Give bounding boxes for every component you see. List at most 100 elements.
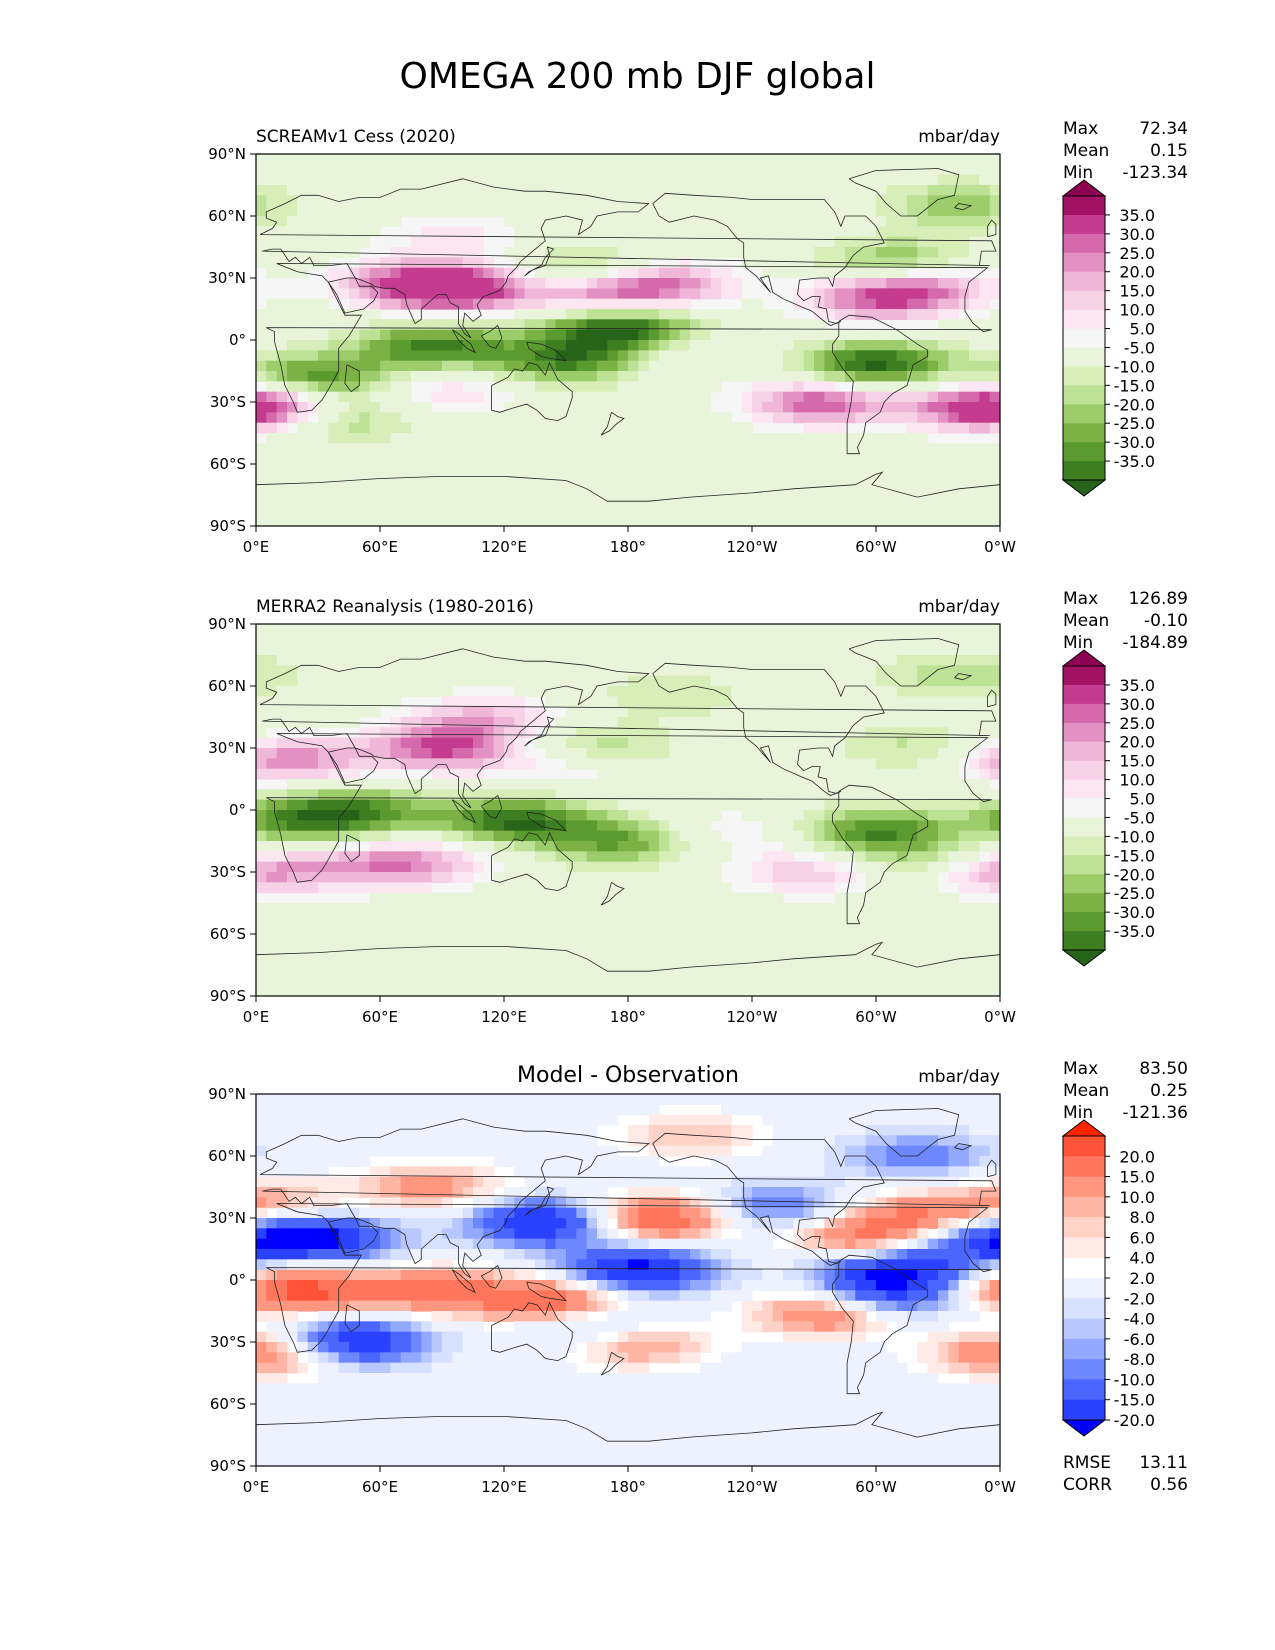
heat-cell — [700, 247, 712, 258]
heat-cell — [597, 779, 608, 790]
heat-cell — [442, 329, 453, 341]
heat-cell — [814, 319, 825, 331]
heat-cell — [524, 944, 536, 956]
heat-cell — [772, 975, 784, 987]
heat-cell — [721, 185, 732, 196]
heat-cell — [442, 768, 453, 780]
heat-cell — [535, 634, 546, 646]
heat-cell — [607, 934, 619, 945]
heat-cell — [307, 841, 319, 852]
heat-cell — [555, 882, 567, 894]
heat-cell — [287, 799, 298, 811]
heat-cell — [638, 309, 650, 320]
heat-cell — [731, 443, 743, 455]
heat-cell — [710, 288, 722, 300]
heat-cell — [896, 267, 908, 279]
heat-cell — [473, 495, 484, 506]
heat-cell — [411, 665, 422, 677]
heat-cell — [307, 810, 319, 821]
heat-cell — [266, 298, 278, 310]
heat-cell — [504, 154, 515, 165]
heat-cell — [710, 923, 722, 935]
heat-cell — [524, 340, 536, 351]
heat-cell — [576, 903, 588, 914]
heat-cell — [948, 655, 960, 666]
heat-cell — [380, 882, 391, 894]
heat-cell — [442, 675, 453, 687]
heat-cell — [886, 474, 898, 486]
heat-cell — [493, 810, 505, 821]
heat-cell — [359, 851, 371, 863]
heat-cell — [566, 278, 577, 289]
heat-cell — [938, 624, 949, 635]
heat-cell — [648, 655, 660, 666]
heat-cell — [628, 892, 639, 904]
heat-cell — [648, 851, 660, 863]
heat-cell — [700, 665, 712, 677]
heat-cell — [524, 727, 536, 739]
heat-cell — [762, 505, 774, 517]
heat-cell — [772, 236, 784, 248]
heat-cell — [958, 360, 970, 372]
heat-cell — [669, 675, 681, 687]
heat-cell — [814, 309, 825, 320]
heat-cell — [535, 892, 546, 904]
heat-cell — [834, 655, 846, 666]
heat-cell — [545, 934, 557, 945]
heat-cell — [628, 810, 639, 821]
coastline — [987, 689, 997, 708]
heat-cell — [690, 944, 701, 956]
heat-cell — [752, 298, 763, 310]
heat-cell — [535, 861, 546, 873]
heat-cell — [307, 882, 319, 894]
heat-cell — [514, 644, 526, 656]
heat-cell — [721, 717, 732, 728]
heat-cell — [865, 402, 877, 413]
heat-cell — [380, 453, 391, 465]
heat-cell — [431, 624, 443, 635]
heat-cell — [969, 216, 980, 227]
heat-cell — [834, 433, 846, 444]
heat-cell — [452, 934, 464, 945]
heat-cell — [938, 851, 949, 863]
heat-cell — [845, 634, 856, 646]
heat-cell — [287, 185, 298, 196]
heat-cell — [783, 841, 794, 852]
heat-cell — [989, 484, 1000, 496]
heat-cell — [597, 758, 608, 770]
heat-cell — [349, 851, 360, 863]
heat-cell — [421, 717, 433, 728]
heat-cell — [586, 236, 598, 248]
heat-cell — [659, 464, 670, 475]
heat-cell — [349, 360, 360, 372]
heat-cell — [442, 474, 453, 486]
heat-cell — [380, 665, 391, 677]
colorbar-tick-label: -25.0 — [1114, 414, 1155, 433]
heat-cell — [659, 758, 670, 770]
heat-cell — [710, 717, 722, 728]
heat-cell — [752, 758, 763, 770]
heat-cell — [917, 851, 929, 863]
heat-cell — [473, 913, 484, 925]
heat-cell — [287, 174, 298, 186]
heat-cell — [276, 944, 288, 956]
heat-cell — [380, 954, 391, 966]
heat-cell — [318, 257, 329, 269]
heat-cell — [793, 830, 805, 842]
heat-cell — [648, 748, 660, 759]
heat-cell — [979, 247, 991, 258]
heat-cell — [276, 205, 288, 217]
heat-cell — [979, 934, 991, 945]
heat-cell — [772, 443, 784, 455]
heat-cell — [938, 412, 949, 424]
heat-cell — [400, 644, 412, 656]
heat-cell — [958, 350, 970, 362]
heat-cell — [462, 371, 474, 382]
heat-cell — [617, 686, 629, 697]
heat-cell — [400, 882, 412, 894]
heat-cell — [958, 391, 970, 403]
heat-cell — [969, 474, 980, 486]
heat-cell — [318, 360, 329, 372]
heat-cell — [576, 748, 588, 759]
heat-cell — [524, 634, 536, 646]
